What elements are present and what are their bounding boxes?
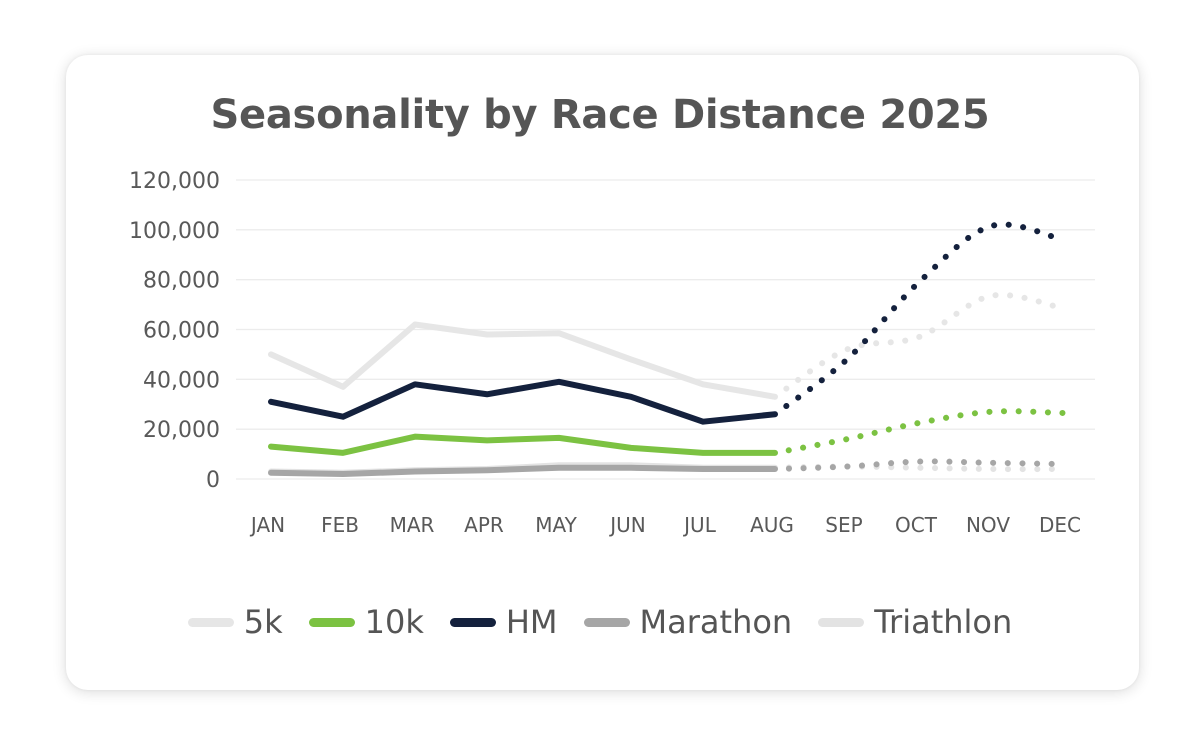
series-hm bbox=[268, 221, 1066, 425]
y-tick-label: 80,000 bbox=[143, 269, 220, 294]
x-tick-label: DEC bbox=[1039, 513, 1081, 537]
line-marathon-projected bbox=[772, 458, 1066, 473]
legend-swatch bbox=[308, 617, 355, 627]
y-tick-label: 0 bbox=[206, 468, 220, 493]
y-tick-label: 60,000 bbox=[143, 319, 220, 344]
y-tick-label: 100,000 bbox=[129, 219, 220, 244]
line-triathlon-projected bbox=[772, 463, 1066, 473]
legend-item-5k: 5k bbox=[187, 603, 283, 641]
x-tick-label: JUN bbox=[608, 513, 646, 537]
series-5k bbox=[268, 291, 1066, 400]
legend-swatch bbox=[449, 617, 496, 627]
legend-label: 5k bbox=[243, 603, 283, 641]
x-tick-label: JAN bbox=[249, 513, 285, 537]
legend-swatch bbox=[818, 617, 865, 627]
legend-label: HM bbox=[505, 603, 558, 641]
legend-item-hm: HM bbox=[449, 603, 558, 641]
y-tick-label: 40,000 bbox=[143, 368, 220, 393]
x-tick-label: APR bbox=[464, 513, 504, 537]
x-tick-label: NOV bbox=[966, 513, 1010, 537]
y-axis-ticks: 0 20,000 40,000 60,000 80,000 100,000 120,000 bbox=[129, 169, 220, 493]
series-marathon bbox=[268, 458, 1066, 478]
legend-item-marathon: Marathon bbox=[583, 603, 793, 641]
x-tick-label: OCT bbox=[895, 513, 938, 537]
legend: 5k 10k HM Marathon Triathlon bbox=[0, 603, 1200, 641]
x-tick-label: FEB bbox=[321, 513, 359, 537]
x-axis-ticks: JAN FEB MAR APR MAY JUN JUL AUG SEP OCT NOV DEC bbox=[249, 513, 1081, 537]
legend-item-10k: 10k bbox=[308, 603, 424, 641]
line-10k-actual bbox=[268, 433, 778, 456]
series-lines bbox=[268, 221, 1066, 478]
line-5k-actual bbox=[268, 321, 778, 400]
line-marathon-actual bbox=[268, 464, 778, 478]
y-tick-label: 120,000 bbox=[129, 169, 220, 194]
line-5k-projected bbox=[772, 291, 1066, 400]
x-tick-label: SEP bbox=[825, 513, 862, 537]
line-hm-actual bbox=[268, 378, 778, 425]
y-tick-label: 20,000 bbox=[143, 418, 220, 443]
legend-swatch bbox=[187, 617, 234, 627]
gridlines bbox=[236, 179, 1095, 480]
line-hm-projected bbox=[772, 221, 1066, 418]
legend-item-triathlon: Triathlon bbox=[818, 603, 1012, 641]
chart-title: Seasonality by Race Distance 2025 bbox=[210, 92, 990, 138]
legend-label: 10k bbox=[364, 603, 424, 641]
x-tick-label: MAR bbox=[390, 513, 435, 537]
legend-label: Triathlon bbox=[874, 603, 1013, 641]
x-tick-label: MAY bbox=[535, 513, 577, 537]
x-tick-label: AUG bbox=[750, 513, 794, 537]
legend-label: Marathon bbox=[639, 603, 793, 641]
x-tick-label: JUL bbox=[682, 513, 717, 537]
line-10k-projected bbox=[772, 408, 1066, 456]
legend-swatch bbox=[583, 617, 630, 627]
chart-card bbox=[66, 55, 1139, 690]
series-10k bbox=[268, 408, 1066, 456]
